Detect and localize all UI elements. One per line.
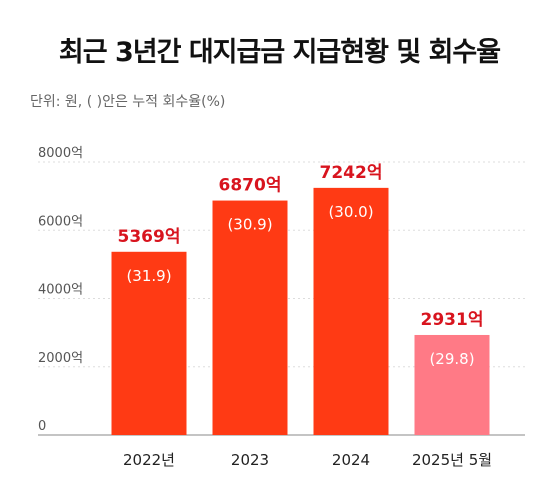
- unit-note: 단위: 원, ( )안은 누적 회수율(%): [30, 94, 226, 110]
- bar-value-label: 7242억: [320, 163, 383, 183]
- y-tick-label: 6000억: [38, 214, 83, 229]
- chart-title: 최근 3년간 대지급금 지급현황 및 회수율: [58, 37, 501, 68]
- y-tick-label: 4000억: [38, 283, 83, 298]
- x-tick-label: 2024: [332, 451, 370, 469]
- bar-labels: 5369억 (31.9) 6870억 (30.9) 7242억 (30.0) 2931억 (2…: [118, 163, 484, 368]
- x-tick-label: 2023: [231, 451, 269, 469]
- bar: [313, 187, 389, 435]
- y-tick-label: 2000억: [38, 351, 83, 366]
- x-tick-label: 2025년 5월: [412, 451, 492, 469]
- y-tick-label: 8000억: [38, 146, 83, 161]
- bar: [111, 251, 187, 435]
- bar-value-label: 5369억: [118, 227, 181, 247]
- bars: [111, 187, 490, 435]
- recovery-rate-label: (31.9): [126, 267, 171, 285]
- bar: [212, 200, 288, 435]
- recovery-rate-label: (30.0): [328, 203, 373, 221]
- y-axis-ticks: 0 2000억 4000억 6000억 8000억: [38, 146, 83, 434]
- x-tick-label: 2022년: [123, 451, 175, 469]
- y-tick-label: 0: [38, 419, 46, 434]
- recovery-rate-label: (29.8): [429, 350, 474, 368]
- bar-value-label: 6870억: [219, 176, 282, 196]
- bar-value-label: 2931억: [421, 310, 484, 330]
- x-axis-labels: 2022년 2023 2024 2025년 5월: [123, 451, 492, 469]
- recovery-rate-label: (30.9): [227, 216, 272, 234]
- bar: [414, 334, 490, 435]
